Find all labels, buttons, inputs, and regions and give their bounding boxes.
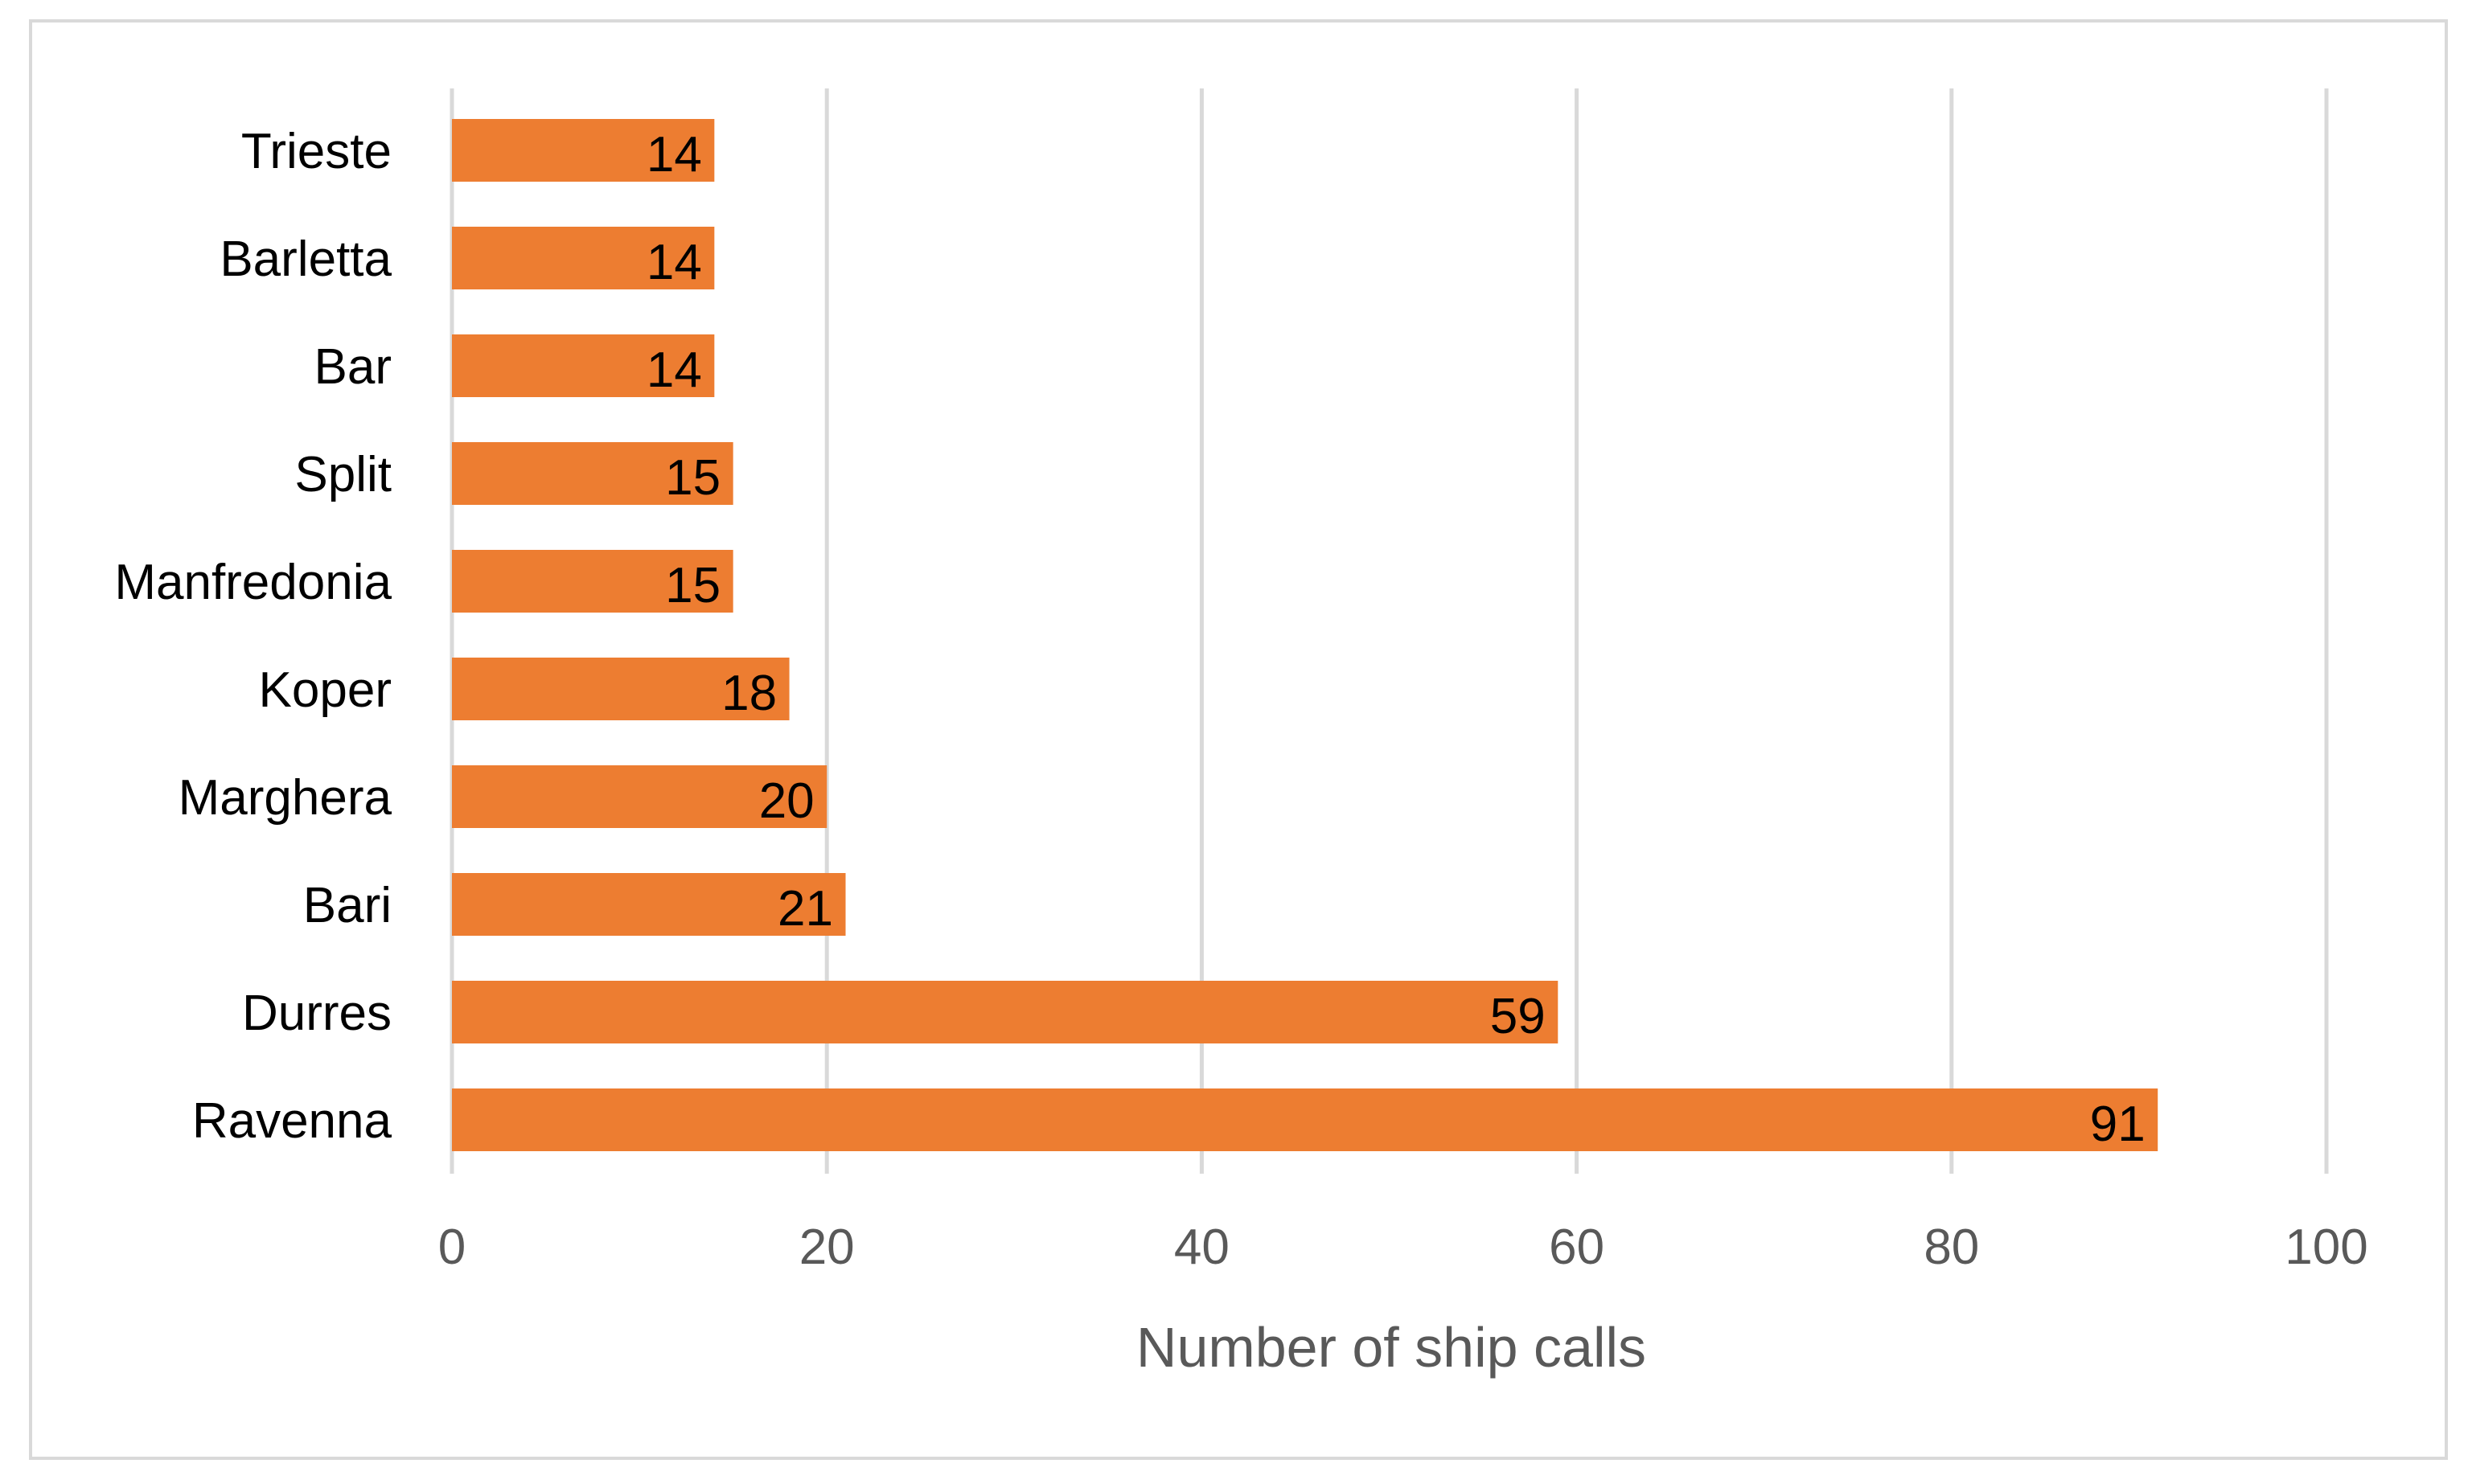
data-label: 59 bbox=[1490, 989, 1546, 1044]
data-label: 20 bbox=[759, 773, 815, 829]
x-tick-label: 60 bbox=[1549, 1220, 1604, 1275]
bar-koper bbox=[452, 658, 790, 720]
data-label: 21 bbox=[778, 881, 833, 937]
category-label: Barletta bbox=[220, 232, 392, 287]
category-label: Split bbox=[294, 447, 392, 502]
category-label: Ravenna bbox=[192, 1093, 392, 1149]
bar-bari bbox=[452, 873, 846, 936]
x-axis-title: Number of ship calls bbox=[1136, 1316, 1646, 1379]
bars bbox=[452, 119, 2158, 1151]
x-tick-label: 20 bbox=[799, 1220, 855, 1275]
bar-durres bbox=[452, 981, 1558, 1043]
category-label: Koper bbox=[259, 662, 392, 718]
bar-split bbox=[452, 442, 733, 505]
x-tick-label: 80 bbox=[1924, 1220, 1979, 1275]
category-label: Trieste bbox=[241, 124, 392, 179]
bar-ravenna bbox=[452, 1088, 2158, 1151]
data-label: 15 bbox=[665, 450, 721, 506]
data-label: 91 bbox=[2090, 1097, 2146, 1152]
category-label: Durres bbox=[242, 986, 392, 1041]
chart-frame bbox=[29, 19, 2448, 1460]
category-label: Manfredonia bbox=[114, 555, 392, 610]
bar-manfredonia bbox=[452, 550, 733, 613]
category-label: Bari bbox=[303, 878, 392, 933]
category-label: Bar bbox=[314, 339, 392, 395]
data-label: 14 bbox=[647, 235, 702, 290]
category-label: Marghera bbox=[179, 770, 392, 826]
bar-trieste bbox=[452, 119, 715, 182]
category-labels: Trieste Barletta Bar Split Manfredonia Koper M… bbox=[114, 124, 392, 1149]
bar-barletta bbox=[452, 227, 715, 289]
x-tick-labels: 0 20 40 60 80 100 bbox=[438, 1220, 2368, 1275]
bar-bar bbox=[452, 334, 715, 397]
data-label: 15 bbox=[665, 558, 721, 613]
x-tick-label: 40 bbox=[1174, 1220, 1230, 1275]
data-label: 14 bbox=[647, 342, 702, 398]
data-label: 18 bbox=[721, 666, 777, 721]
x-tick-label: 100 bbox=[2285, 1220, 2367, 1275]
x-tick-label: 0 bbox=[438, 1220, 466, 1275]
data-label: 14 bbox=[647, 127, 702, 182]
bar-marghera bbox=[452, 765, 827, 828]
